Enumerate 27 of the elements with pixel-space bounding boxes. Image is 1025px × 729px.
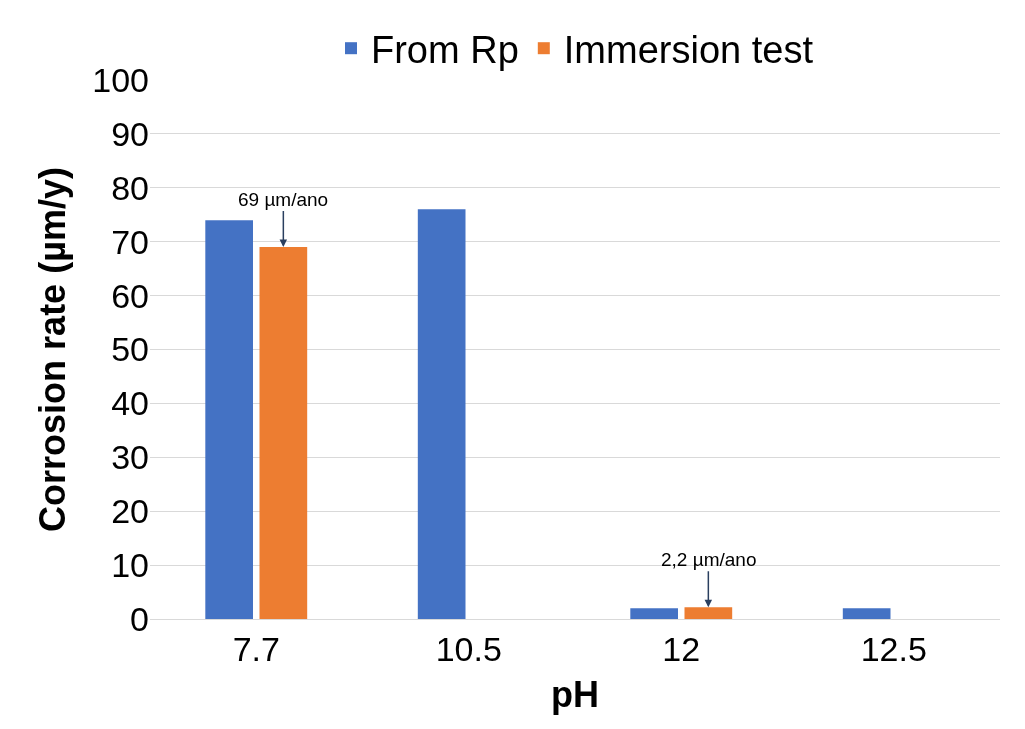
x-tick-label: 12 [662,629,701,668]
legend-label: Immersion test [563,29,814,72]
y-tick-label: 60 [111,276,149,315]
y-tick-label: 0 [130,599,149,638]
annotation: 2,2 µm/ano [661,549,757,570]
y-tick-label: 80 [111,168,149,207]
y-tick-label: 10 [111,546,149,584]
y-tick-label: 30 [111,438,149,477]
x-tick-label: 12.5 [860,629,927,668]
y-tick-label: 20 [111,492,149,531]
bar [842,608,891,619]
y-tick-label: 100 [92,60,149,99]
x-axis-title: pH [551,674,599,716]
y-axis-title: Corrosion rate (µm/y) [32,167,74,532]
legend-label: From Rp [371,29,519,72]
annotation: 69 µm/ano [238,189,329,210]
y-tick-label: 40 [111,384,149,423]
y-tick-label: 90 [111,114,149,153]
x-tick-label: 10.5 [435,629,502,668]
y-tick-label: 70 [111,222,149,261]
bar [630,608,678,619]
bar [259,247,308,619]
bar [684,607,733,619]
x-tick-label: 7.7 [232,629,280,668]
y-tick-label: 50 [111,330,149,369]
bar [417,209,466,619]
bar [205,220,253,619]
